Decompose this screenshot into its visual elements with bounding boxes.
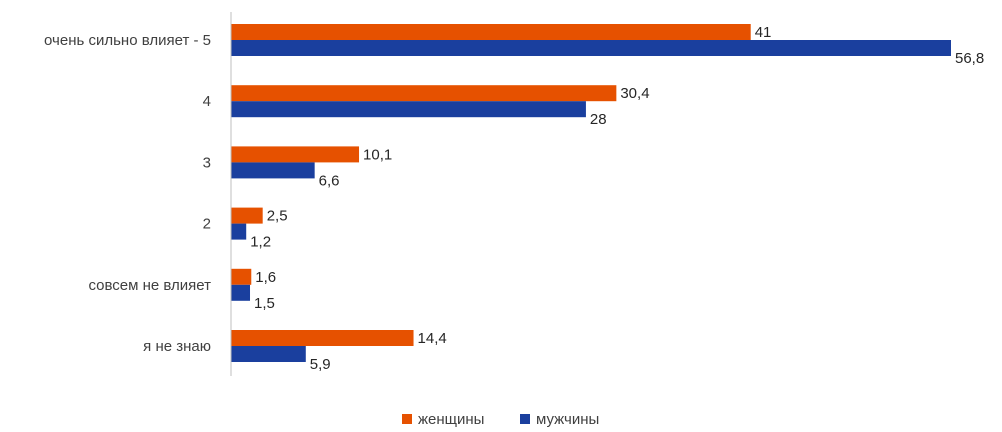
category-label: я не знаю: [143, 338, 211, 355]
bar-series-2: [231, 223, 247, 240]
bar-series-1: [231, 85, 617, 102]
data-label: 56,8: [955, 50, 984, 67]
bar-series-1: [231, 24, 751, 40]
legend-label: мужчины: [536, 411, 599, 427]
bar-series-1: [231, 268, 252, 285]
legend-swatch: [520, 414, 530, 424]
data-label: 1,6: [255, 269, 276, 286]
labels-layer: очень сильно влияет - 5 41 56,8 4 30,4 28 3 10,…: [44, 24, 984, 373]
bar-series-2: [231, 284, 251, 301]
bar-series-1: [231, 207, 263, 224]
category-label: 2: [203, 216, 211, 233]
legend-swatch: [402, 414, 412, 424]
bars-layer: [231, 24, 951, 362]
bar-series-2: [231, 40, 951, 56]
data-label: 14,4: [418, 330, 447, 347]
bar-series-2: [231, 346, 306, 362]
data-label: 2,5: [267, 208, 288, 225]
data-label: 30,4: [620, 85, 649, 102]
data-label: 5,9: [310, 356, 331, 373]
data-label: 10,1: [363, 146, 392, 163]
category-label: совсем не влияет: [88, 277, 211, 294]
bar-series-1: [231, 330, 414, 346]
category-label: 3: [203, 154, 211, 171]
data-label: 28: [590, 111, 607, 128]
bar-series-2: [231, 162, 315, 179]
legend-label: женщины: [418, 411, 484, 427]
data-label: 1,5: [254, 295, 275, 312]
bar-series-2: [231, 101, 586, 118]
legend: женщины мужчины: [402, 411, 599, 428]
category-label: очень сильно влияет - 5: [44, 32, 211, 49]
category-label: 4: [203, 93, 211, 110]
data-label: 1,2: [250, 234, 271, 251]
data-label: 41: [755, 24, 772, 41]
bar-series-1: [231, 146, 360, 163]
data-label: 6,6: [319, 172, 340, 189]
